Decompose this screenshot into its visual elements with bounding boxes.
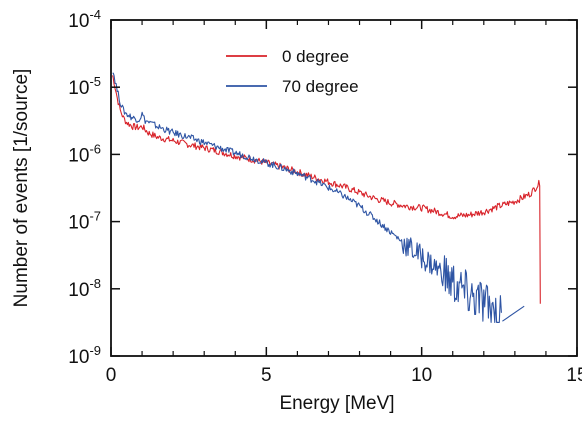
y-tick-label: 10-5 xyxy=(68,74,101,99)
series-line xyxy=(112,75,541,304)
y-tick-label: 10-7 xyxy=(68,209,101,234)
series-70-degree xyxy=(112,72,525,323)
x-tick-label: 5 xyxy=(261,365,272,386)
y-axis-label: Number of events [1/source] xyxy=(11,69,32,308)
y-tick-label: 10-9 xyxy=(68,343,101,368)
x-axis-label: Energy [MeV] xyxy=(279,393,394,414)
x-tick-label: 0 xyxy=(106,365,117,386)
x-tick-label: 15 xyxy=(566,365,582,386)
series-line xyxy=(112,72,525,323)
x-tick-label: 10 xyxy=(411,365,432,386)
y-tick-label: 10-4 xyxy=(68,7,101,32)
series-layer xyxy=(112,72,541,323)
y-tick-label: 10-6 xyxy=(68,141,101,166)
series-0-degree xyxy=(112,75,541,304)
ticks-layer: 0 5 10 15 10-9 10-8 10-7 10-6 10-5 10-4 xyxy=(68,7,582,386)
legend: 0 degree 70 degree xyxy=(226,47,359,96)
legend-label-0-degree: 0 degree xyxy=(282,47,349,66)
plot-frame xyxy=(110,19,578,357)
y-tick-label: 10-8 xyxy=(68,276,101,301)
legend-label-70-degree: 70 degree xyxy=(282,77,359,96)
